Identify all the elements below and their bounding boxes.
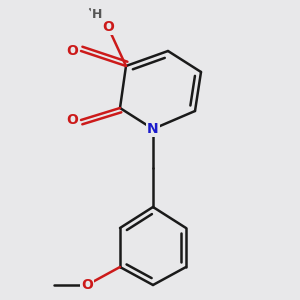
Text: O: O (66, 113, 78, 127)
Text: N: N (147, 122, 159, 136)
Text: O: O (81, 278, 93, 292)
Text: H: H (92, 8, 102, 20)
Text: O: O (102, 20, 114, 34)
Text: O: O (66, 44, 78, 58)
